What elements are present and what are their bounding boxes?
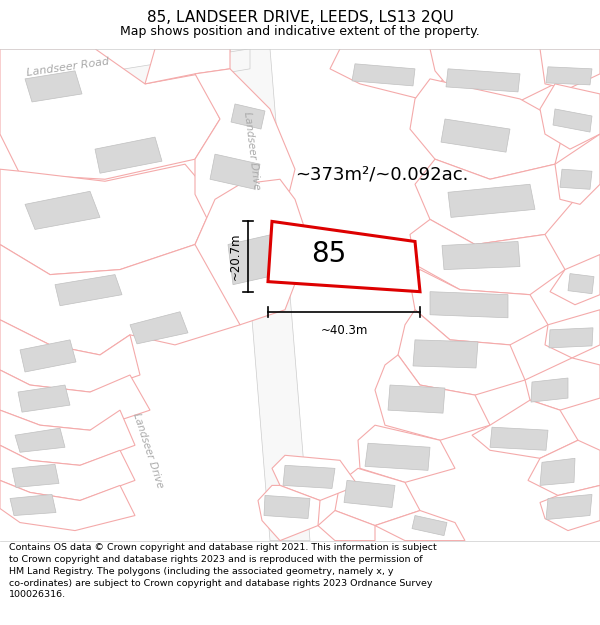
Polygon shape: [20, 340, 76, 372]
Polygon shape: [258, 486, 320, 541]
Polygon shape: [540, 49, 600, 89]
Polygon shape: [210, 154, 260, 189]
Text: ~373m²/~0.092ac.: ~373m²/~0.092ac.: [295, 165, 469, 183]
Text: 85, LANDSEER DRIVE, LEEDS, LS13 2QU: 85, LANDSEER DRIVE, LEEDS, LS13 2QU: [146, 10, 454, 25]
Polygon shape: [388, 385, 445, 413]
Polygon shape: [10, 494, 56, 516]
Text: ~20.7m: ~20.7m: [229, 232, 242, 280]
Polygon shape: [195, 69, 295, 244]
Polygon shape: [18, 385, 70, 412]
Polygon shape: [540, 486, 600, 531]
Polygon shape: [446, 69, 520, 92]
Polygon shape: [145, 49, 230, 84]
Polygon shape: [525, 358, 600, 410]
Polygon shape: [365, 443, 430, 471]
Polygon shape: [283, 466, 335, 488]
Polygon shape: [410, 79, 565, 179]
Polygon shape: [375, 355, 490, 440]
Polygon shape: [230, 49, 310, 541]
Polygon shape: [0, 481, 135, 531]
Polygon shape: [550, 254, 600, 305]
Polygon shape: [195, 179, 310, 325]
Polygon shape: [268, 221, 420, 292]
Text: Contains OS data © Crown copyright and database right 2021. This information is : Contains OS data © Crown copyright and d…: [9, 543, 437, 599]
Polygon shape: [0, 370, 150, 430]
Polygon shape: [413, 340, 478, 368]
Polygon shape: [55, 274, 122, 306]
Polygon shape: [410, 269, 548, 345]
Polygon shape: [546, 494, 592, 519]
Polygon shape: [264, 496, 310, 519]
Polygon shape: [231, 104, 265, 129]
Polygon shape: [430, 292, 508, 318]
Polygon shape: [12, 464, 59, 488]
Polygon shape: [472, 400, 578, 458]
Polygon shape: [545, 310, 600, 358]
Polygon shape: [568, 274, 594, 294]
Polygon shape: [441, 119, 510, 152]
Polygon shape: [130, 312, 188, 344]
Polygon shape: [330, 49, 450, 99]
Text: Map shows position and indicative extent of the property.: Map shows position and indicative extent…: [120, 25, 480, 38]
Polygon shape: [531, 378, 568, 402]
Polygon shape: [412, 516, 447, 536]
Polygon shape: [540, 458, 575, 486]
Polygon shape: [0, 49, 250, 111]
Polygon shape: [25, 71, 82, 102]
Polygon shape: [0, 320, 140, 392]
Polygon shape: [549, 328, 593, 348]
Polygon shape: [448, 184, 535, 218]
Text: Landseer Drive: Landseer Drive: [242, 111, 262, 191]
Polygon shape: [528, 440, 600, 496]
Polygon shape: [430, 49, 565, 101]
Text: ~40.3m: ~40.3m: [320, 324, 368, 337]
Polygon shape: [442, 241, 520, 269]
Polygon shape: [272, 455, 358, 501]
Text: Landseer Drive: Landseer Drive: [131, 411, 165, 489]
Polygon shape: [546, 67, 592, 85]
Polygon shape: [560, 169, 592, 189]
Polygon shape: [228, 234, 278, 284]
Polygon shape: [415, 159, 575, 244]
Polygon shape: [15, 428, 65, 452]
Polygon shape: [410, 219, 565, 294]
Polygon shape: [0, 49, 220, 179]
Text: Landseer Road: Landseer Road: [26, 56, 110, 78]
Polygon shape: [358, 425, 455, 483]
Text: 85: 85: [311, 240, 346, 268]
Polygon shape: [352, 64, 415, 86]
Polygon shape: [553, 109, 592, 132]
Polygon shape: [25, 191, 100, 229]
Polygon shape: [95, 137, 162, 173]
Polygon shape: [0, 164, 215, 274]
Polygon shape: [375, 511, 465, 541]
Polygon shape: [318, 511, 375, 541]
Polygon shape: [555, 134, 600, 204]
Polygon shape: [540, 84, 600, 149]
Polygon shape: [344, 481, 395, 508]
Polygon shape: [0, 445, 135, 501]
Polygon shape: [335, 468, 420, 526]
Polygon shape: [490, 428, 548, 450]
Polygon shape: [398, 310, 525, 395]
Polygon shape: [0, 244, 240, 355]
Polygon shape: [0, 410, 135, 466]
